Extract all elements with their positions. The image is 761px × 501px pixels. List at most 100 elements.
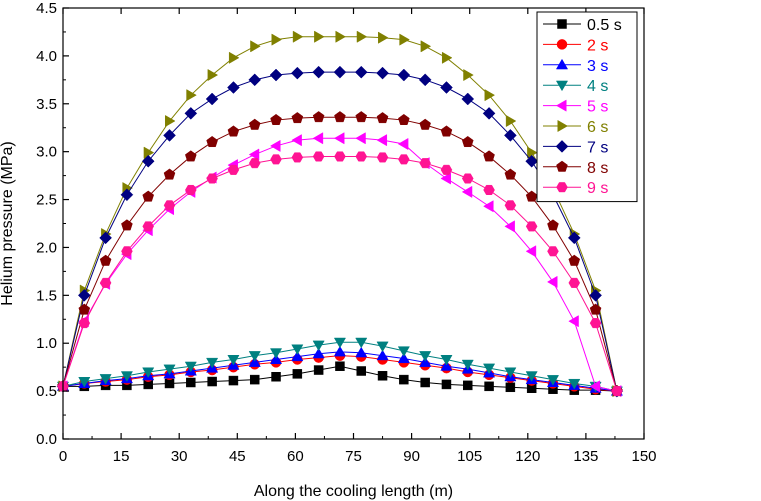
data-point <box>227 164 240 175</box>
data-point <box>355 151 368 162</box>
x-tick-label: 15 <box>113 448 130 465</box>
data-point <box>461 92 475 106</box>
data-point <box>312 340 325 352</box>
data-point <box>525 245 537 258</box>
legend-label: 6 s <box>587 119 608 136</box>
data-point <box>142 367 155 378</box>
legend-item: 0.5 s <box>543 17 622 34</box>
data-point <box>397 352 410 364</box>
data-point <box>376 349 389 361</box>
data-point <box>333 132 345 145</box>
data-point <box>441 51 453 64</box>
data-point <box>186 377 196 388</box>
legend-marker <box>556 160 568 172</box>
data-point <box>355 346 368 358</box>
data-point <box>527 146 538 159</box>
series-7-s <box>56 65 624 398</box>
data-point <box>143 146 155 159</box>
x-tick-label: 135 <box>573 448 598 465</box>
data-point <box>248 73 262 87</box>
plot-area <box>56 30 624 398</box>
data-point <box>333 337 347 349</box>
data-point <box>269 68 283 82</box>
data-point <box>291 344 304 355</box>
data-point <box>291 112 304 124</box>
data-point <box>376 134 388 147</box>
data-point <box>484 381 494 392</box>
legend-marker <box>555 58 569 70</box>
x-axis-title: Along the cooling length (m) <box>254 483 453 500</box>
data-point <box>482 107 496 120</box>
data-point <box>248 351 261 362</box>
data-point <box>568 254 581 266</box>
y-axis: 0.0 0.5 1.0 1.5 2.0 2.5 3.0 3.5 4.0 4.5 <box>36 0 69 448</box>
data-point <box>312 151 325 162</box>
data-point <box>121 219 133 231</box>
data-point <box>397 137 409 151</box>
data-point <box>355 111 368 123</box>
legend-box <box>536 11 638 203</box>
data-point <box>120 371 133 382</box>
data-point <box>376 152 389 163</box>
data-point <box>249 374 260 385</box>
data-point <box>271 33 283 46</box>
y-tick-label: 3.0 <box>36 144 57 161</box>
data-point <box>205 92 219 106</box>
data-point <box>313 365 324 375</box>
legend-marker <box>555 80 569 92</box>
data-point <box>376 66 389 80</box>
data-point <box>461 135 474 148</box>
data-point <box>419 158 431 169</box>
data-point <box>504 220 515 233</box>
series-0-5-s <box>58 361 622 396</box>
data-point <box>356 366 366 376</box>
data-point <box>142 190 155 202</box>
legend-item: 4 s <box>543 78 608 95</box>
data-point <box>463 68 474 82</box>
data-point <box>248 148 260 161</box>
x-tick-label: 60 <box>287 448 304 465</box>
data-point <box>376 341 389 353</box>
x-tick-label: 0 <box>59 448 67 465</box>
y-tick-label: 2.5 <box>36 192 57 209</box>
data-point <box>99 254 112 266</box>
y-tick-label: 2.0 <box>36 239 57 256</box>
data-point <box>207 376 217 387</box>
data-point <box>292 369 303 379</box>
data-point <box>440 355 453 366</box>
data-point <box>525 221 538 232</box>
legend-label: 2 s <box>587 37 608 54</box>
data-point <box>77 288 91 302</box>
data-point <box>335 361 345 371</box>
legend-marker <box>556 182 568 193</box>
data-point <box>568 378 581 390</box>
legend-item: 2 s <box>543 37 608 54</box>
data-point <box>505 114 517 128</box>
data-point <box>547 246 559 257</box>
data-point <box>567 231 581 245</box>
legend-label: 4 s <box>587 78 608 95</box>
data-point <box>270 154 282 165</box>
data-point <box>248 118 261 130</box>
data-point <box>419 118 431 130</box>
legend-item: 3 s <box>543 58 608 75</box>
data-point <box>356 30 368 43</box>
data-point <box>163 364 176 376</box>
data-point <box>270 113 282 125</box>
data-point <box>504 367 517 378</box>
legend-marker <box>555 140 569 153</box>
data-point <box>290 66 304 80</box>
data-point <box>504 168 517 180</box>
data-point <box>398 154 410 165</box>
legend-marker <box>557 19 567 29</box>
legend-label: 8 s <box>587 160 608 177</box>
x-tick-label: 105 <box>457 448 482 465</box>
data-point <box>611 386 623 397</box>
data-point <box>440 81 453 94</box>
data-point <box>312 111 325 123</box>
data-point <box>504 200 517 211</box>
data-point <box>99 374 112 385</box>
data-point <box>163 200 176 211</box>
legend-item: 6 s <box>543 119 608 136</box>
data-point <box>186 89 197 102</box>
